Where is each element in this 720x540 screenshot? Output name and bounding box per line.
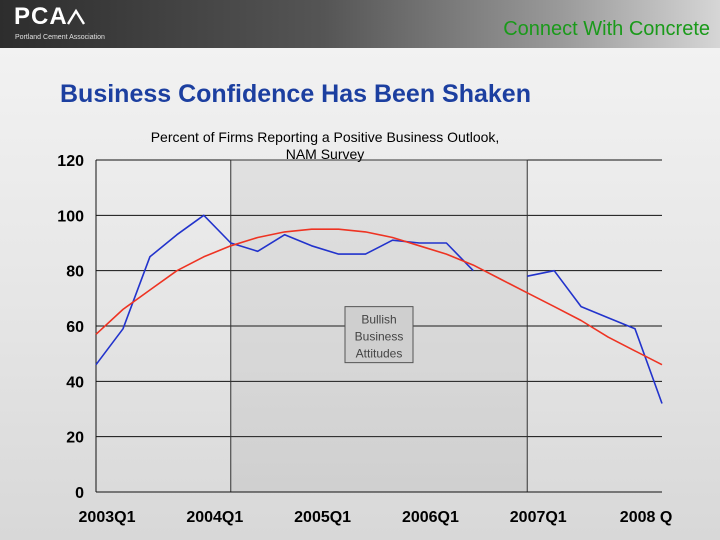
logo-text: PCA [14,3,68,30]
y-tick-label-40: 40 [66,374,84,391]
y-tick-label-0: 0 [75,485,84,502]
series-line-1 [527,269,663,404]
chart-title: Percent of Firms Reporting a Positive Bu… [151,129,500,162]
pca-logo: PCA Portland Cement Association [14,4,124,44]
tagline: Connect With Concrete [503,18,710,40]
logo-swoosh-icon [66,8,86,25]
series-line-2 [95,228,663,366]
y-tick-label-20: 20 [66,430,84,447]
logo-subtitle: Portland Cement Association [15,34,105,41]
y-tick-label-60: 60 [66,319,84,336]
slide-title: Business Confidence Has Been Shaken [60,80,531,108]
x-tick-label-5: 2008 Q [620,509,672,526]
annotation-label-box [344,306,414,364]
y-tick-label-80: 80 [66,264,84,281]
series-line-0 [95,214,474,366]
y-tick-label-100: 100 [57,208,84,225]
x-tick-label-0: 2003Q1 [79,509,136,526]
x-tick-label-2: 2005Q1 [294,509,351,526]
header-bar: PCA Portland Cement Association Connect … [0,0,720,48]
annotation-label: Bullish Business Attitudes [355,313,404,361]
x-tick-label-3: 2006Q1 [402,509,459,526]
x-tick-label-1: 2004Q1 [186,509,243,526]
x-tick-label-4: 2007Q1 [510,509,567,526]
y-tick-label-120: 120 [57,153,84,170]
